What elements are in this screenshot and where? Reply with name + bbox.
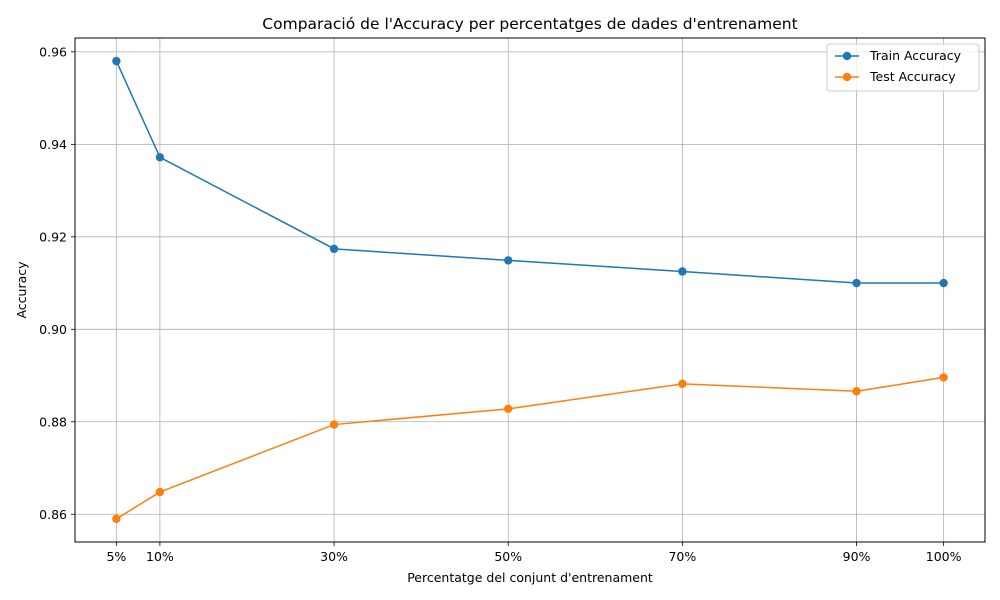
legend-label-test: Test Accuracy bbox=[869, 69, 956, 84]
x-tick-label: 10% bbox=[146, 549, 174, 564]
data-point-test-accuracy bbox=[112, 514, 121, 524]
legend-box bbox=[826, 43, 980, 92]
series-line-test-accuracy bbox=[115, 376, 944, 520]
y-axis-label: Accuracy bbox=[14, 261, 29, 319]
plot-frame bbox=[74, 37, 986, 543]
grid bbox=[75, 38, 985, 542]
x-tick-label: 70% bbox=[668, 549, 696, 564]
x-tick-label: 5% bbox=[106, 549, 126, 564]
y-tick-label: 0.88 bbox=[39, 414, 67, 429]
x-axis-label: Percentatge del conjunt d'entrenament bbox=[407, 570, 653, 585]
y-tick-label: 0.94 bbox=[39, 137, 67, 152]
legend: Train Accuracy Test Accuracy bbox=[826, 43, 980, 92]
x-tick-label: 100% bbox=[926, 549, 962, 564]
data-point-test-accuracy bbox=[329, 420, 339, 429]
legend-label-train: Train Accuracy bbox=[869, 48, 962, 63]
y-tick-label: 0.92 bbox=[39, 229, 67, 244]
y-tick-label: 0.96 bbox=[39, 44, 67, 59]
x-tick-label: 30% bbox=[320, 549, 348, 564]
data-point-train-accuracy bbox=[939, 278, 948, 288]
data-point-test-accuracy bbox=[504, 404, 513, 414]
data-point-train-accuracy bbox=[504, 256, 513, 265]
y-tick-label: 0.90 bbox=[39, 322, 67, 337]
data-point-train-accuracy bbox=[329, 244, 339, 254]
data-point-test-accuracy bbox=[852, 387, 861, 396]
data-point-train-accuracy bbox=[678, 267, 687, 276]
series-line-train-accuracy bbox=[115, 60, 944, 284]
x-tick-label: 50% bbox=[494, 549, 522, 564]
x-axis-ticks: 5% 10% 30% 50% 70% 90% 100% bbox=[106, 542, 962, 564]
data-point-train-accuracy bbox=[852, 278, 861, 288]
data-point-test-accuracy bbox=[678, 379, 687, 389]
chart-title: Comparació de l'Accuracy per percentatge… bbox=[262, 15, 797, 33]
data-point-train-accuracy bbox=[112, 56, 121, 66]
data-point-train-accuracy bbox=[155, 153, 165, 162]
y-axis-ticks: 0.86 0.88 0.90 0.92 0.94 0.96 bbox=[39, 44, 75, 522]
series-group bbox=[112, 56, 948, 524]
legend-marker-test bbox=[842, 72, 852, 82]
data-point-test-accuracy bbox=[939, 373, 948, 382]
legend-marker-train bbox=[842, 51, 852, 61]
data-point-test-accuracy bbox=[155, 487, 165, 497]
y-tick-label: 0.86 bbox=[39, 507, 67, 522]
x-tick-label: 90% bbox=[843, 549, 871, 564]
